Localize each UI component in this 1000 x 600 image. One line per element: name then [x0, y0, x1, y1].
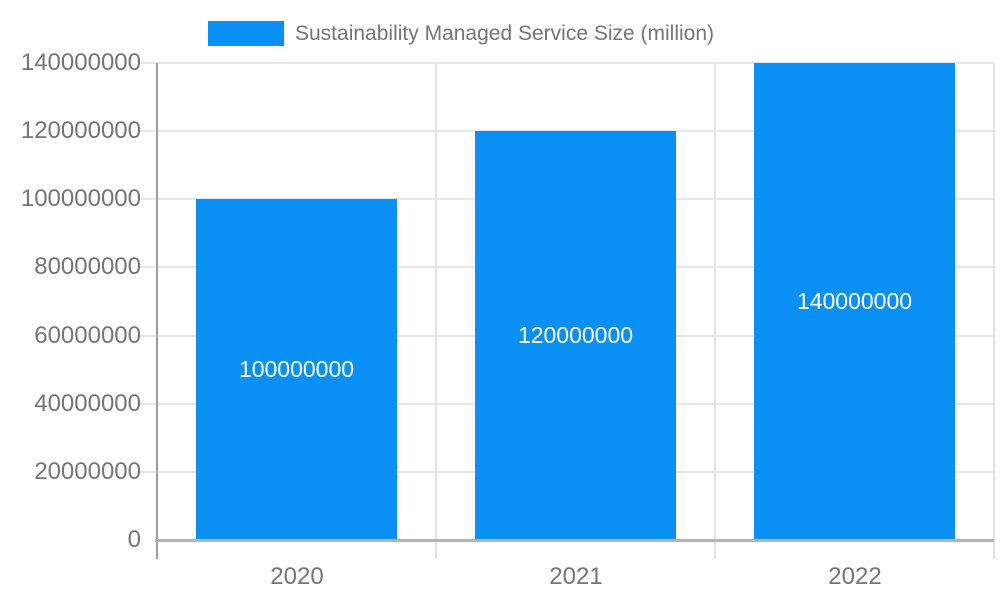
y-tick-label: 140000000	[20, 49, 141, 76]
y-gridline	[138, 62, 994, 64]
plot-right-border	[993, 63, 995, 559]
y-tick-label: 0	[127, 526, 141, 553]
x-axis-line	[155, 538, 994, 542]
x-tick-label: 2022	[828, 563, 882, 590]
x-gridline	[714, 63, 716, 559]
y-tick-label: 60000000	[34, 321, 141, 349]
bar-value-label: 140000000	[796, 288, 913, 314]
x-gridline	[435, 63, 437, 559]
x-tick-label: 2020	[270, 563, 324, 590]
legend-swatch	[208, 21, 284, 46]
legend: Sustainability Managed Service Size (mil…	[208, 20, 714, 47]
y-tick-label: 40000000	[34, 389, 141, 417]
x-tick-label: 2021	[549, 563, 603, 590]
bar	[754, 63, 955, 540]
y-axis-line	[156, 63, 158, 559]
bar	[475, 131, 676, 540]
y-tick-label: 80000000	[34, 253, 141, 281]
y-tick-label: 20000000	[34, 457, 141, 485]
y-tick-label: 120000000	[20, 117, 141, 145]
bar	[196, 199, 397, 540]
y-tick-label: 100000000	[20, 185, 141, 213]
bar-value-label: 100000000	[238, 356, 355, 382]
legend-label: Sustainability Managed Service Size (mil…	[295, 22, 715, 45]
bar-value-label: 120000000	[517, 322, 634, 348]
